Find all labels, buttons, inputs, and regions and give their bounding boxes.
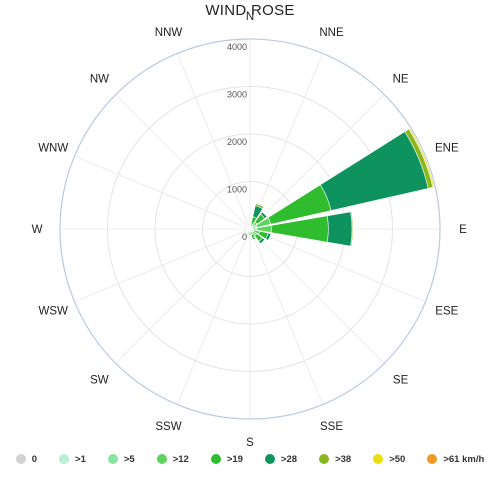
legend-label: >61 km/h <box>443 453 485 465</box>
radial-tick-label: 1000 <box>227 185 247 195</box>
radial-tick-label: 2000 <box>227 137 247 147</box>
legend-item-1[interactable]: >1 <box>59 454 86 465</box>
petal-e-28[interactable] <box>326 211 353 247</box>
petal-ssw-19[interactable] <box>246 232 250 235</box>
radial-tick-label: 3000 <box>227 90 247 100</box>
legend-swatch <box>156 454 167 464</box>
legend-label: >12 <box>172 453 189 465</box>
legend-swatch <box>264 454 275 464</box>
legend-swatch <box>373 454 384 464</box>
direction-label-wnw: WNW <box>38 143 68 155</box>
legend-label: >1 <box>75 453 86 465</box>
legend-swatch <box>15 454 26 464</box>
direction-label-ene: ENE <box>435 143 459 155</box>
legend-label: >5 <box>123 453 135 465</box>
legend-label: >19 <box>226 453 243 465</box>
legend-swatch <box>107 454 118 464</box>
petal-sse-28[interactable] <box>251 236 257 241</box>
legend-swatch <box>210 454 221 464</box>
grid-ring <box>107 86 393 372</box>
legend-swatch <box>427 454 438 464</box>
direction-label-ssw: SSW <box>155 421 181 433</box>
petal-nnw-19[interactable] <box>248 225 250 228</box>
direction-label-sw: SW <box>90 375 109 387</box>
chart-labels: 0 1000 2000 3000 4000 N NNE NE ENE E ESE SE SSE S SSW S… <box>32 11 468 449</box>
direction-label-wsw: WSW <box>39 306 69 318</box>
petal-wsw-19[interactable] <box>246 229 248 232</box>
chart-legend: 0 >1 >5 >12 >19 >28 >38 >50 >61 km/h <box>0 449 500 469</box>
petal-se-28[interactable] <box>258 237 266 245</box>
radial-tick-label: 0 <box>242 232 247 242</box>
direction-label-sse: SSE <box>320 421 343 433</box>
legend-item-61-km-h[interactable]: >61 km/h <box>427 454 484 465</box>
direction-label-ese: ESE <box>435 306 458 318</box>
legend-item-12[interactable]: >12 <box>156 453 189 465</box>
direction-label-n: N <box>246 11 254 23</box>
legend-item-38[interactable]: >38 <box>319 454 351 465</box>
wind-petals <box>246 127 435 247</box>
radial-tick-label: 4000 <box>227 42 247 52</box>
petal-ene-50[interactable] <box>408 127 435 188</box>
legend-swatch <box>59 454 70 464</box>
petal-nne-38[interactable] <box>254 203 265 210</box>
direction-label-s: S <box>246 437 254 449</box>
legend-label: 0 <box>31 453 38 465</box>
legend-label: >28 <box>280 453 298 465</box>
petal-ese-28[interactable] <box>265 232 272 241</box>
legend-item-28[interactable]: >28 <box>264 453 298 465</box>
outer-ring <box>59 38 441 420</box>
direction-label-nw: NW <box>90 73 109 85</box>
chart-title: WIND ROSE <box>205 2 295 19</box>
legend-item-5[interactable]: >5 <box>107 453 135 465</box>
legend-swatch <box>319 454 330 464</box>
direction-label-ne: NE <box>393 73 409 85</box>
legend-item-19[interactable]: >19 <box>210 453 243 465</box>
direction-label-nne: NNE <box>319 27 344 39</box>
direction-label-se: SE <box>393 375 409 387</box>
legend-item-50[interactable]: >50 <box>373 454 405 465</box>
legend-label: >50 <box>389 453 406 465</box>
legend-item-0[interactable]: 0 <box>15 453 38 465</box>
direction-label-e: E <box>459 224 467 236</box>
direction-label-w: W <box>32 224 43 236</box>
petal-ne-28[interactable] <box>260 211 268 219</box>
direction-label-nnw: NNW <box>155 27 183 39</box>
legend-label: >38 <box>335 453 352 465</box>
petal-s-19[interactable] <box>248 233 252 236</box>
petal-e-38[interactable] <box>350 211 354 247</box>
